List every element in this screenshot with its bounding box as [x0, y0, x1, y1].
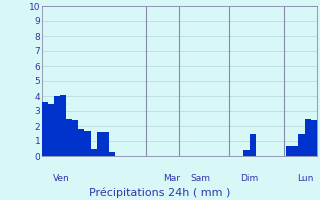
Bar	[72, 120, 78, 156]
Bar	[42, 102, 48, 156]
Bar	[66, 118, 72, 156]
Bar	[48, 104, 54, 156]
Text: Ven: Ven	[52, 174, 69, 183]
Bar	[103, 132, 109, 156]
Bar	[84, 130, 91, 156]
Bar	[91, 148, 97, 156]
Bar	[286, 146, 292, 156]
Bar	[250, 134, 256, 156]
Bar	[78, 129, 84, 156]
Text: Dim: Dim	[240, 174, 258, 183]
Bar	[109, 152, 115, 156]
Text: Lun: Lun	[298, 174, 314, 183]
Bar	[54, 96, 60, 156]
Bar	[244, 150, 250, 156]
Bar	[292, 146, 299, 156]
Bar	[305, 118, 311, 156]
Bar	[60, 95, 66, 156]
Bar	[299, 134, 305, 156]
Text: Précipitations 24h ( mm ): Précipitations 24h ( mm )	[89, 188, 231, 198]
Text: Sam: Sam	[190, 174, 210, 183]
Bar	[311, 120, 317, 156]
Bar	[97, 132, 103, 156]
Text: Mar: Mar	[163, 174, 180, 183]
